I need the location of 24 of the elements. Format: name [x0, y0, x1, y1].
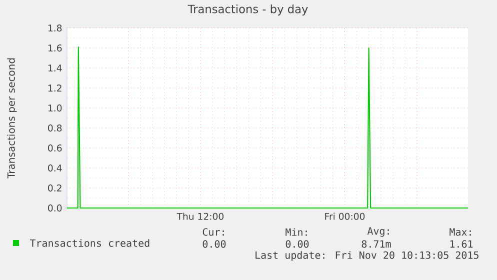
text: Cur:: [202, 228, 224, 236]
y-tick-label: 0.8: [48, 124, 62, 132]
text: 0.00: [286, 240, 309, 248]
text: Max:: [450, 228, 471, 236]
text: 8.71m: [362, 240, 391, 248]
text: Min:: [286, 228, 307, 236]
chart-title: Transactions - by day: [188, 4, 308, 16]
y-tick-label: 1.4: [48, 64, 62, 72]
y-tick-label: 1.8: [48, 24, 62, 32]
y-tick-label: 1.6: [48, 44, 62, 52]
y-tick-label: 1.2: [48, 84, 62, 92]
x-tick-label: Fri 00:00: [325, 212, 365, 220]
text: 0.00: [202, 240, 226, 248]
legend-label: Transactions created: [30, 239, 150, 247]
text: 1.61: [450, 240, 473, 248]
y-tick-label: 0.0: [48, 204, 62, 212]
y-tick-label: 0.2: [48, 184, 62, 192]
text: Avg:: [367, 227, 389, 237]
y-axis-title: Transactions per second: [7, 58, 17, 179]
x-tick-label: Thu 12:00: [176, 212, 224, 220]
text: Last update: Fri Nov 20 10:13:05 2015: [256, 251, 478, 261]
y-tick-label: 0.4: [48, 164, 62, 172]
y-tick-label: 1.0: [48, 104, 62, 112]
y-tick-label: 0.6: [48, 144, 62, 152]
